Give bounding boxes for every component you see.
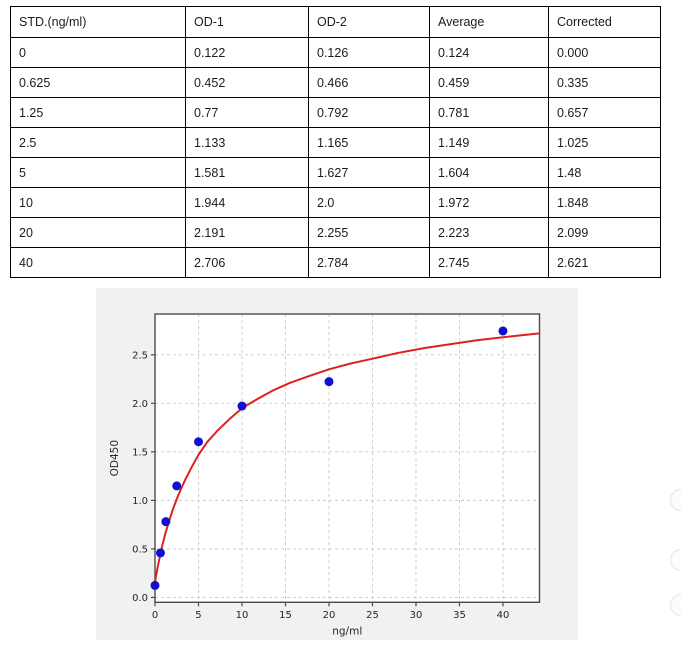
table-cell: 2.255 [308,217,430,248]
table-cell: 40 [10,247,186,278]
table-cell: 1.604 [429,157,549,188]
table-cell: 0.459 [429,67,549,98]
data-point [324,377,334,387]
data-point [498,326,508,336]
table-cell: 0.124 [429,37,549,68]
column-header: STD.(ng/ml) [10,6,186,38]
table-row: 10 1.944 2.0 1.972 1.848 [10,187,661,218]
y-tick-label: 2.5 [132,350,148,361]
x-tick-label: 25 [366,610,379,621]
x-tick-label: 5 [195,610,201,621]
x-axis-label: ng/ml [332,625,362,637]
data-point [161,517,171,527]
column-header: Average [429,6,549,38]
edge-widget-button-2[interactable] [670,549,681,571]
table-row: 0 0.122 0.126 0.124 0.000 [10,37,661,68]
table-cell: 0.466 [308,67,430,98]
table-cell: 0.77 [185,97,309,128]
edge-widget-button-3[interactable] [670,594,681,616]
table-cell: 2.706 [185,247,309,278]
x-tick-label: 20 [323,610,336,621]
table-cell: 0.452 [185,67,309,98]
data-point [172,481,182,491]
plot-background [155,314,540,603]
table-cell: 0.657 [548,97,661,128]
table-cell: 1.149 [429,127,549,158]
table-cell: 1.48 [548,157,661,188]
plot-frame [154,313,541,603]
table-cell: 1.25 [10,97,186,128]
table-cell: 0.335 [548,67,661,98]
column-header: OD-2 [308,6,430,38]
table-cell: 2.191 [185,217,309,248]
x-tick-label: 40 [497,610,510,621]
y-tick-label: 1.0 [132,496,148,507]
column-header: Corrected [548,6,661,38]
table-cell: 1.972 [429,187,549,218]
x-tick-label: 10 [236,610,249,621]
table-cell: 0.792 [308,97,430,128]
y-tick-label: 1.5 [132,447,148,458]
standards-table-body: 0 0.122 0.126 0.124 0.000 0.625 0.452 0.466 0.45… [10,37,661,278]
header-row: STD.(ng/ml) OD-1 OD-2 Average Corrected [10,6,661,38]
y-tick-label: 2.0 [132,399,148,410]
fit-curve-line [154,332,541,583]
table-cell: 2.5 [10,127,186,158]
table-cell: 1.848 [548,187,661,218]
y-tick-label: 0.5 [132,544,148,555]
table-cell: 0.625 [10,67,186,98]
x-tick-label: 35 [453,610,466,621]
y-axis-label: OD450 [109,440,121,476]
edge-widget-button-1[interactable] [670,489,681,511]
table-cell: 2.0 [308,187,430,218]
table-row: 20 2.191 2.255 2.223 2.099 [10,217,661,248]
column-header: OD-1 [185,6,309,38]
table-cell: 2.784 [308,247,430,278]
data-point [155,548,165,558]
table-cell: 0.781 [429,97,549,128]
table-row: 40 2.706 2.784 2.745 2.621 [10,247,661,278]
table-cell: 1.165 [308,127,430,158]
chart-figure: 0 5 10 15 20 25 30 35 40 0.0 0.5 1.0 1.5 2.0 2.5 ng/ml O… [96,288,578,640]
standards-table-head: STD.(ng/ml) OD-1 OD-2 Average Corrected [10,6,661,38]
table-cell: 2.223 [429,217,549,248]
table-cell: 1.627 [308,157,430,188]
x-tick-label: 0 [152,610,158,621]
table-row: 5 1.581 1.627 1.604 1.48 [10,157,661,188]
table-cell: 0.000 [548,37,661,68]
x-tick-label: 15 [279,610,292,621]
x-tick-label: 30 [410,610,423,621]
table-row: 2.5 1.133 1.165 1.149 1.025 [10,127,661,158]
table-row: 1.25 0.77 0.792 0.781 0.657 [10,97,661,128]
table-cell: 0.122 [185,37,309,68]
table-cell: 5 [10,157,186,188]
table-cell: 0 [10,37,186,68]
table-cell: 2.099 [548,217,661,248]
table-cell: 1.944 [185,187,309,218]
y-tick-label: 0.0 [132,593,148,604]
standards-table: STD.(ng/ml) OD-1 OD-2 Average Corrected 0 0.1… [10,6,661,278]
standard-curve-chart: 0 5 10 15 20 25 30 35 40 0.0 0.5 1.0 1.5 2.0 2.5 ng/ml O… [109,313,541,637]
table-cell: 1.133 [185,127,309,158]
table-cell: 1.581 [185,157,309,188]
table-cell: 2.621 [548,247,661,278]
table-cell: 20 [10,217,186,248]
table-cell: 1.025 [548,127,661,158]
data-point [193,437,203,447]
table-cell: 0.126 [308,37,430,68]
table-row: 0.625 0.452 0.466 0.459 0.335 [10,67,661,98]
table-cell: 2.745 [429,247,549,278]
data-point [237,401,247,411]
data-point [150,580,160,590]
table-cell: 10 [10,187,186,218]
